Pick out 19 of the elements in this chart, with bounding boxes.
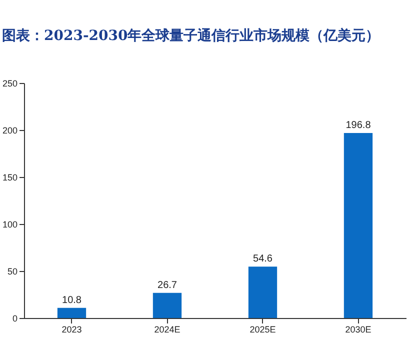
data-label: 54.6 (253, 254, 273, 265)
bar (57, 308, 86, 318)
bar (152, 292, 182, 318)
x-tick-label: 2025E (250, 324, 276, 334)
y-tick-label: 0 (12, 314, 18, 324)
x-tick-label: 2023 (62, 324, 82, 334)
y-tick-label: 50 (7, 266, 18, 276)
bar (248, 266, 278, 318)
chart-title: 图表：2023-2030年全球量子通信行业市场规模（亿美元） (2, 27, 380, 44)
y-tick-label: 250 (2, 78, 18, 88)
x-tick-label: 2024E (154, 324, 180, 334)
data-label: 196.8 (346, 120, 372, 132)
y-tick-label: 150 (2, 172, 18, 182)
y-tick-label: 200 (2, 126, 18, 136)
data-label: 10.8 (62, 294, 82, 306)
bar (344, 133, 373, 318)
y-tick-label: 100 (2, 220, 18, 230)
x-tick-label: 2030E (345, 324, 372, 334)
data-label: 26.7 (158, 280, 178, 291)
